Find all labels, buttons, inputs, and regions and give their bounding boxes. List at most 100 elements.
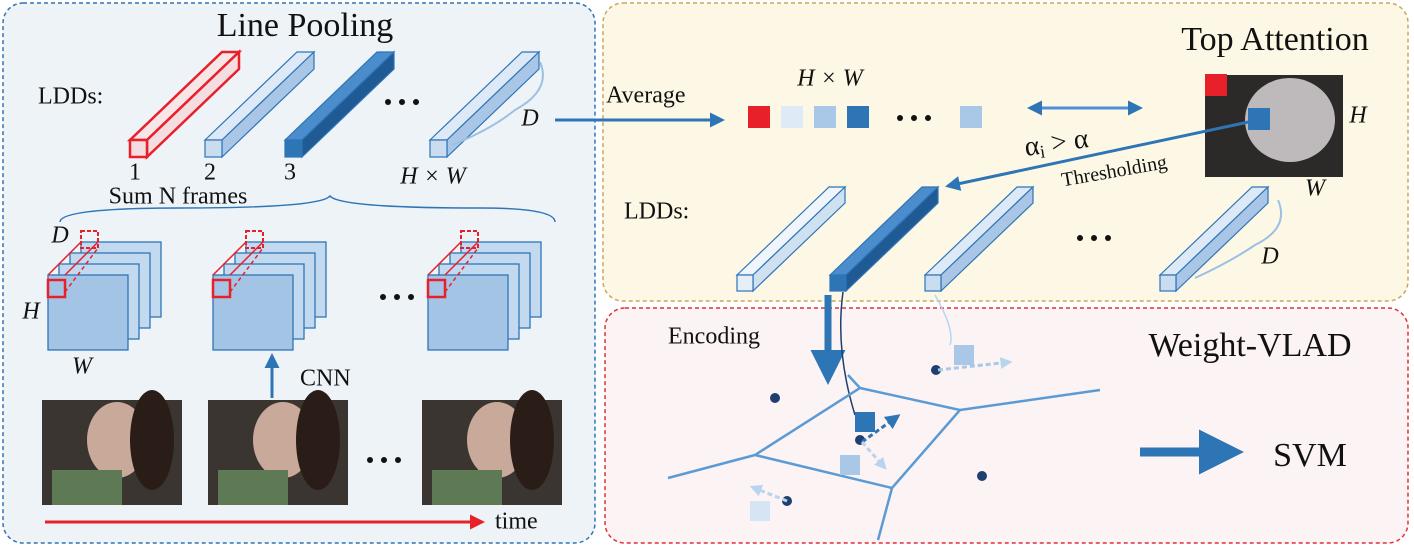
image-width: W (1305, 176, 1327, 202)
shapes (42, 49, 1343, 541)
threshold-expr: αi > α (1023, 124, 1091, 164)
voronoi-edge (847, 374, 861, 389)
ellipsis-dot (367, 457, 373, 463)
pool-line (444, 241, 479, 276)
prism-front (284, 139, 303, 158)
feature-map (47, 274, 129, 351)
map-label: H × W (796, 66, 865, 92)
encoding-label: Encoding (668, 324, 760, 350)
pool-cell (46, 278, 67, 299)
frame-shirt (218, 470, 288, 505)
attention-cell (960, 106, 982, 128)
cnn-label: CNN (300, 366, 351, 392)
ellipsis-dot (381, 457, 387, 463)
panel-title: Weight-VLAD (1148, 327, 1351, 364)
threshold-arrow (945, 118, 1259, 191)
ellipsis-dot (380, 294, 386, 300)
ellipsis-dot (413, 99, 419, 105)
pool-cell (245, 230, 264, 249)
pool-line (64, 241, 99, 276)
ldd-index: 1 (129, 160, 141, 186)
voronoi-edge (959, 388, 1101, 412)
ellipsis-dot (394, 294, 400, 300)
depth-brace (1194, 199, 1283, 279)
descriptor (750, 501, 770, 521)
time-label: time (495, 509, 538, 535)
depth-label: D (1260, 244, 1278, 270)
sum-label: Sum N frames (109, 184, 248, 210)
feature-map (212, 274, 294, 351)
panel-title: Line Pooling (217, 7, 394, 44)
descriptor (954, 345, 974, 365)
frame-shirt (432, 470, 502, 505)
pool-cell (211, 278, 232, 299)
prism-front (204, 139, 223, 158)
sum-brace (59, 194, 556, 223)
voronoi-edge (876, 487, 894, 541)
prism-front (829, 274, 847, 292)
ldd-index: 2 (204, 160, 216, 186)
ldd-index: H × W (399, 164, 468, 190)
frame-hair (296, 390, 340, 490)
cluster-center (977, 471, 987, 481)
attention-top-cell (1205, 74, 1227, 96)
residual (860, 441, 887, 470)
ellipsis-dot (1105, 235, 1111, 241)
pool-line (229, 241, 264, 276)
descriptor (855, 412, 875, 432)
prism-front (924, 274, 942, 292)
stack-depth: D (50, 223, 68, 249)
residual (749, 484, 788, 503)
attention-cell (847, 106, 869, 128)
residual (937, 357, 1013, 372)
ellipsis-dot (911, 115, 917, 121)
attention-cell (748, 106, 770, 128)
pool-line (229, 247, 264, 293)
ellipsis-dot (408, 294, 414, 300)
pool-line (212, 241, 247, 276)
descriptor (840, 455, 860, 475)
prism-front (128, 138, 149, 159)
ellipsis-dot (399, 99, 405, 105)
ellipsis-dot (897, 115, 903, 121)
cluster-center (931, 365, 941, 375)
pool-cell (460, 230, 479, 249)
average-label: Average (606, 83, 686, 109)
ellipsis-dot (925, 115, 931, 121)
pool-cell (426, 278, 447, 299)
pool-line (444, 247, 479, 293)
ldds-label: LDDs: (624, 199, 689, 225)
panel-weight-vlad (604, 307, 1409, 544)
prism-front (736, 274, 754, 292)
frame-hair (130, 390, 174, 490)
ellipsis-dot (1077, 235, 1083, 241)
attention-cell (781, 106, 803, 128)
frame-shirt (52, 470, 122, 505)
ldds-label: LDDs: (38, 84, 103, 110)
pool-line (64, 247, 99, 293)
ellipsis-dot (385, 99, 391, 105)
stack-width: W (72, 354, 94, 380)
image-height: H (1348, 103, 1368, 129)
depth-brace (451, 61, 544, 146)
voronoi-edge (667, 453, 756, 480)
encode-curve (840, 291, 856, 416)
pool-cell (80, 230, 99, 249)
panel-title: Top Attention (1181, 21, 1368, 58)
encode-curve-light (934, 294, 952, 346)
attention-cell-selected (1248, 108, 1270, 130)
ellipsis-dot (395, 457, 401, 463)
svm-label: SVM (1273, 437, 1347, 474)
cluster-center (770, 393, 780, 403)
frame-hair (510, 390, 554, 490)
ellipsis-dot (1091, 235, 1097, 241)
pool-line (427, 241, 462, 276)
stack-height: H (21, 299, 41, 325)
feature-map (427, 274, 509, 351)
ldd-index: 3 (284, 160, 296, 186)
depth-label: D (520, 106, 538, 132)
prism-front (429, 139, 448, 158)
attention-glow (1245, 78, 1335, 162)
pool-line (47, 241, 82, 276)
